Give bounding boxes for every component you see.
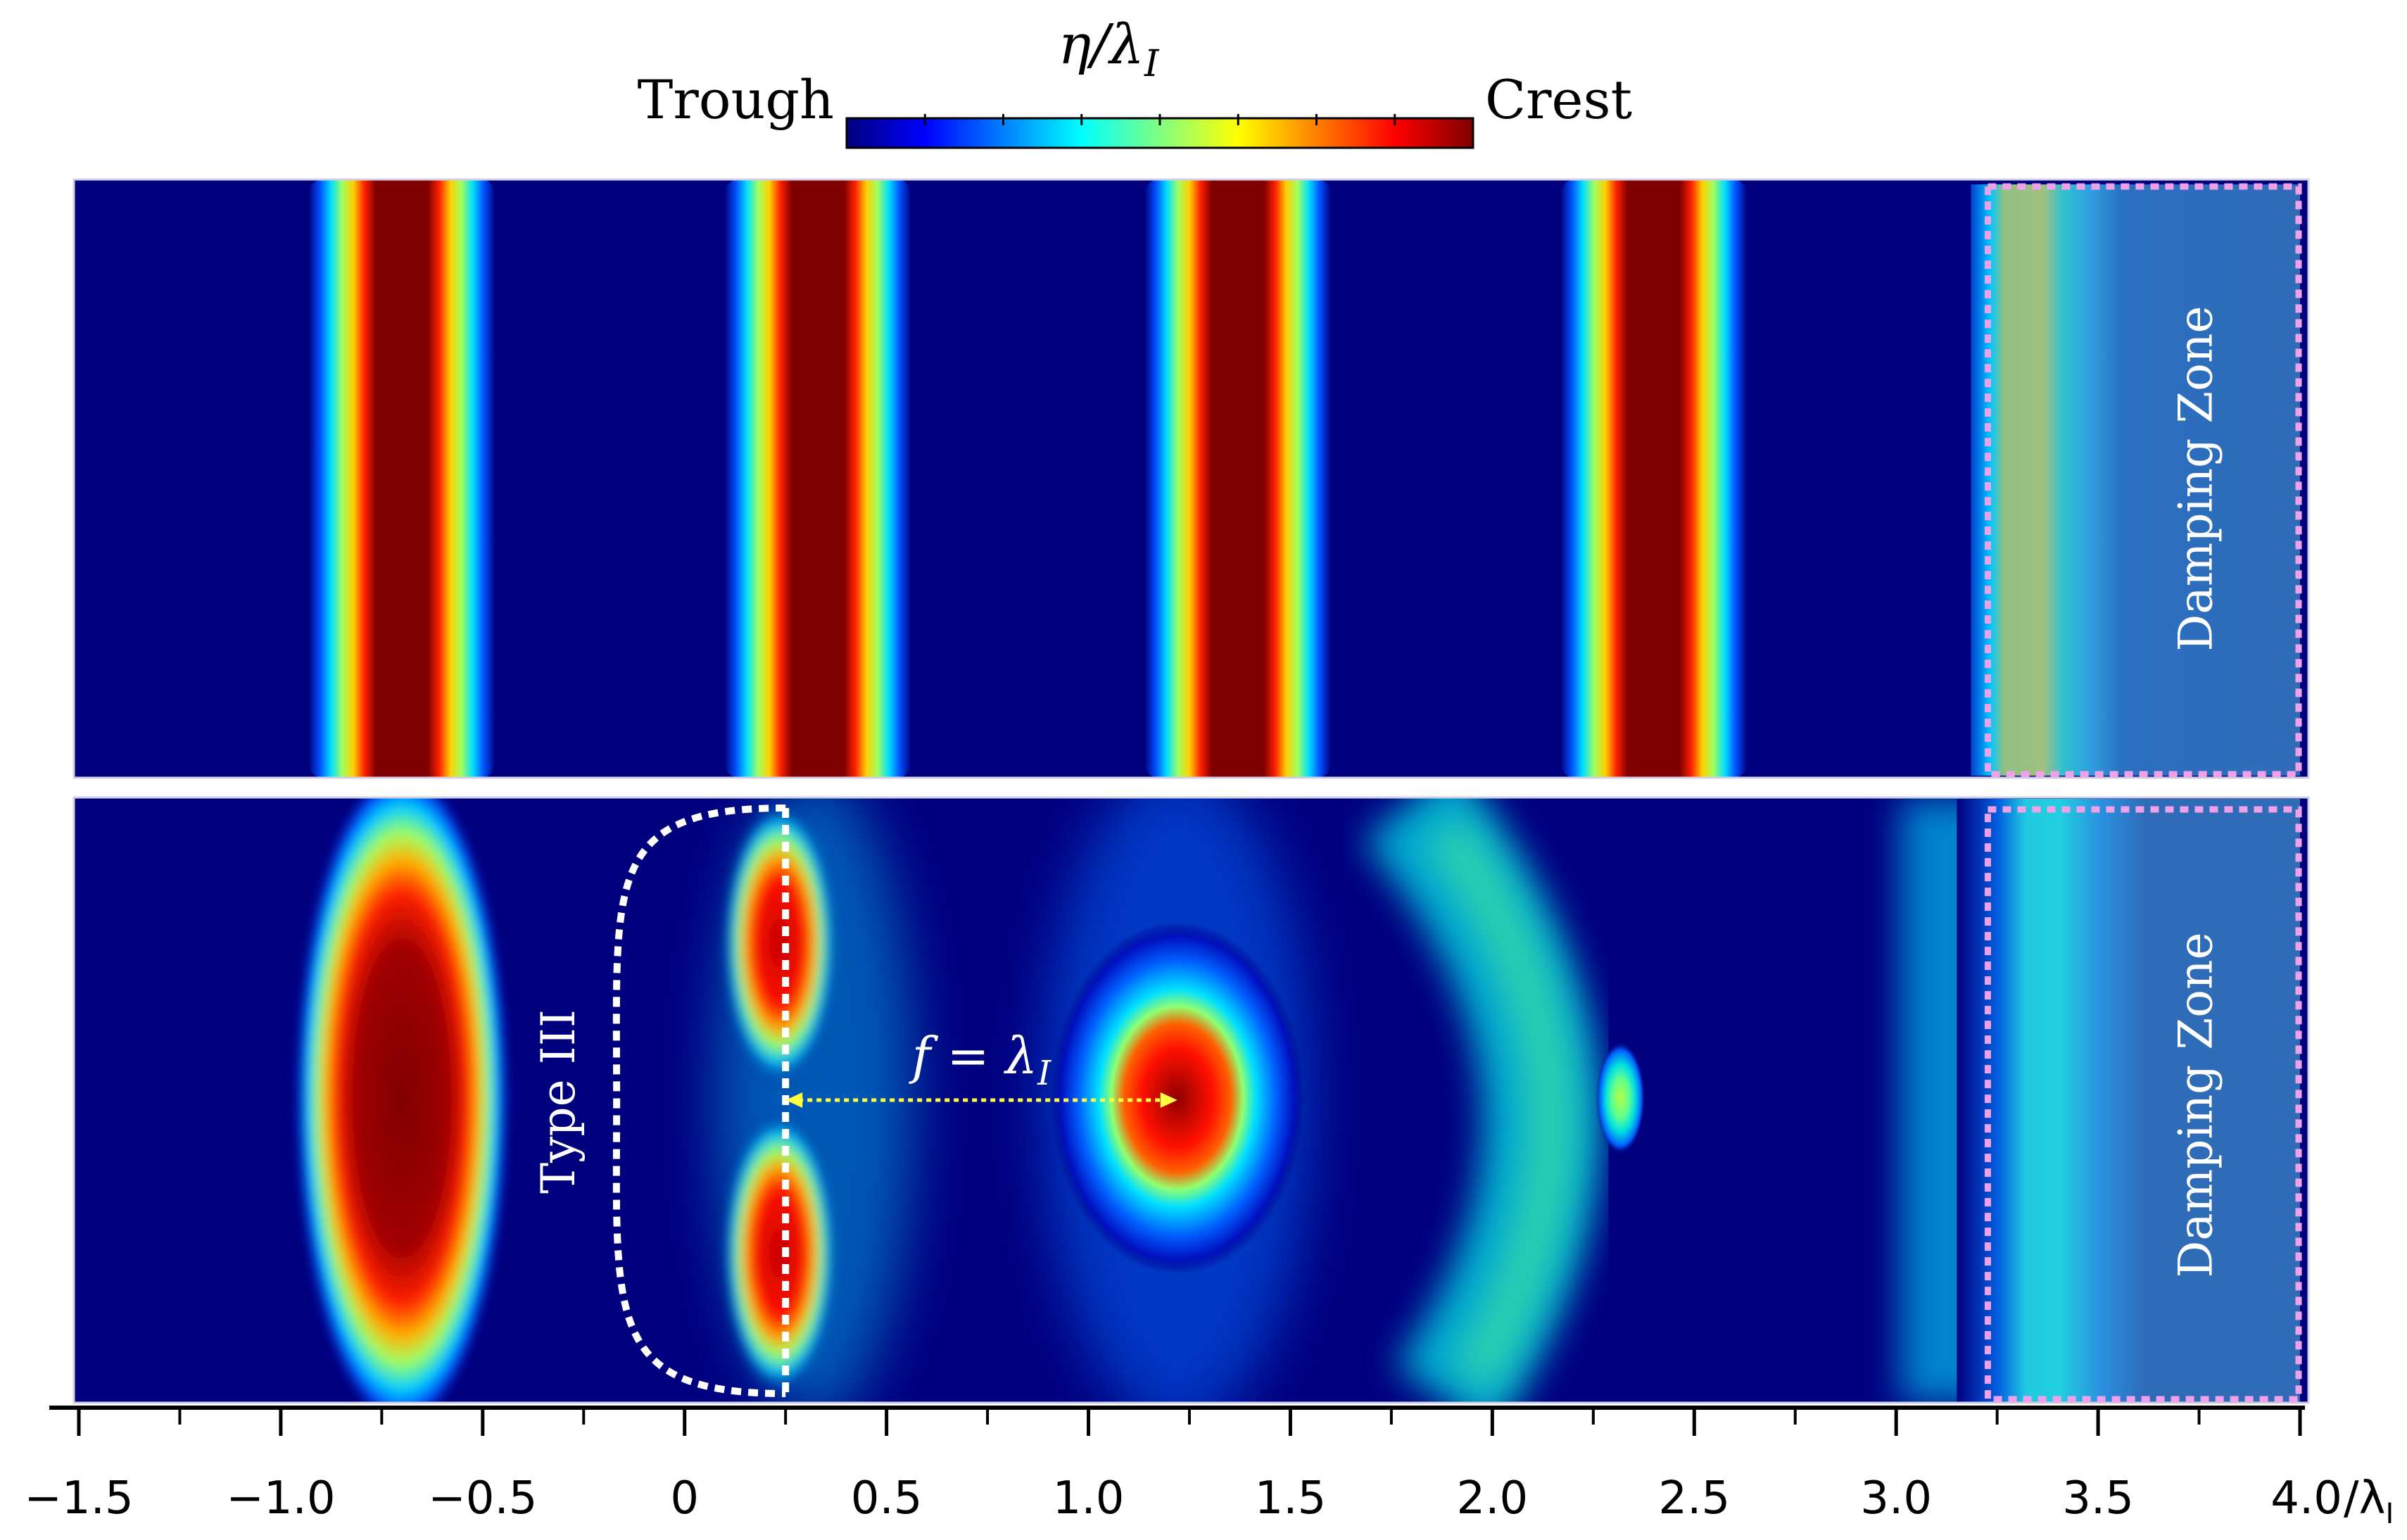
top-damping-zone-box [1984,183,2302,778]
split-lobe-upper [723,802,836,1084]
colorbar-title: η/λI [1059,13,1160,85]
x-axis-tick-label: −1.0 [226,1472,335,1525]
bottom-panel-frame [72,796,2310,1404]
colorbar-crest-label: Crest [1485,68,1632,131]
bottom-damping-zone-box [1984,806,2302,1403]
top-panel-frame [72,178,2310,779]
colorbar-trough-label: Trough [638,68,834,131]
x-axis-tick-label: 3.0 [1860,1472,1932,1525]
type-iii-bracket [612,804,786,1397]
lens-crest [296,797,508,1403]
x-axis-tick-label: 3.5 [2062,1472,2134,1525]
top-crest-band [1560,179,1748,778]
focal-length-arrowhead-left [785,1092,803,1108]
x-axis: −1.5 −1.0 −0.5 0 0.5 1.0 1.5 2.0 2.5 3.0 3.5 4.0/λI [24,1406,2394,1530]
colorbar: η/λI Trough Crest [638,13,1632,149]
bottom-damping-zone-label: Damping Zone [2169,932,2223,1277]
x-axis-tick-label: −1.5 [24,1472,133,1525]
bottom-panel [74,797,2308,1403]
x-axis-tick-label: 0 [670,1472,699,1525]
bottom-damping-zone [1957,799,2300,1403]
x-axis-tick-label: 0.5 [851,1472,923,1525]
focal-length-label: f = λI [909,1026,1051,1093]
curved-band-peak [1596,1042,1645,1154]
focal-length-label-sub: I [1037,1054,1051,1093]
focal-spot [1050,922,1304,1274]
top-panel [74,179,2308,778]
x-axis-tick-label: 1.0 [1053,1472,1125,1525]
top-damping-zone-label: Damping Zone [2169,305,2223,651]
x-axis-tick-label: 2.5 [1658,1472,1730,1525]
x-axis-tick-label: −0.5 [428,1472,537,1525]
curved-band-core [1424,816,1576,1392]
bottom-features [296,797,1992,1403]
x-axis-tick-label: 1.5 [1255,1472,1327,1525]
top-crest-band [1144,179,1332,778]
x-axis-tick-label: 2.0 [1456,1472,1528,1525]
x-axis-unit: /λI [2344,1472,2394,1530]
colorbar-ticks [923,114,1396,125]
type-iii-label: Type III [531,1009,586,1194]
top-crest-band [308,179,495,778]
x-axis-tick-label: 4.0 [2270,1472,2342,1525]
top-damping-zone [1971,184,2300,776]
top-crest-band [724,179,911,778]
split-lobe-lower [723,1112,836,1394]
top-crests [308,179,1748,778]
focal-length-arrowhead-right [1160,1092,1177,1108]
colorbar-title-sub: I [1144,43,1160,85]
